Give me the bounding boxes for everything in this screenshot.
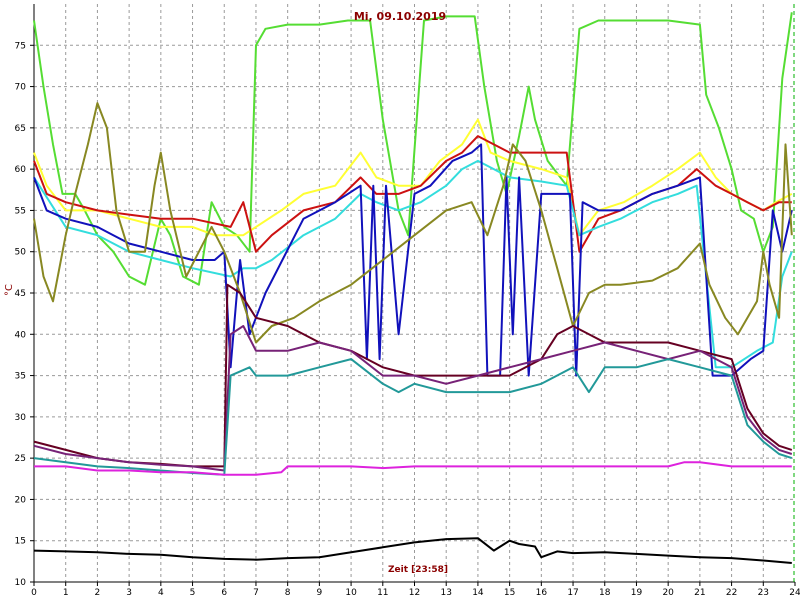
series-line-1 [33, 12, 793, 286]
x-tick-label: 10 [345, 588, 357, 598]
y-axis-label: °C [4, 284, 15, 296]
x-tick-label: 11 [377, 588, 388, 598]
y-tick-label: 25 [15, 454, 26, 464]
x-tick-label: 15 [504, 588, 515, 598]
axes [30, 4, 796, 586]
grid-lines [34, 4, 795, 583]
y-tick-label: 20 [15, 495, 27, 505]
x-tick-label: 20 [662, 588, 674, 598]
y-tick-label: 50 [15, 248, 27, 258]
x-tick-label: 1 [63, 588, 69, 598]
x-tick-label: 3 [126, 588, 132, 598]
series-line-6 [33, 102, 793, 344]
x-tick-label: 13 [440, 588, 451, 598]
series-line-11 [33, 537, 792, 564]
x-axis-label: Zeit [23:58] [388, 565, 448, 575]
x-tick-label: 17 [567, 588, 578, 598]
y-tick-label: 70 [15, 83, 27, 93]
x-tick-label: 19 [631, 588, 643, 598]
x-tick-label: 16 [536, 588, 548, 598]
y-tick-label: 15 [15, 537, 26, 547]
y-tick-label: 75 [15, 41, 26, 51]
series-line-8 [33, 325, 793, 472]
y-tick-label: 30 [15, 413, 27, 423]
series-lines [33, 12, 793, 564]
x-tick-label: 22 [726, 588, 737, 598]
y-tick-labels: 10 15 20 25 30 35 40 45 50 55 60 65 70 75 [15, 41, 27, 588]
y-tick-label: 40 [15, 330, 27, 340]
series-line-3 [33, 135, 792, 253]
x-tick-label: 9 [317, 588, 323, 598]
x-tick-labels: 0 1 2 3 4 5 6 7 8 9 10 11 12 13 14 15 16 17 18 19 20 21 22 23 24 [31, 588, 800, 598]
series-line-10 [34, 461, 792, 476]
x-tick-label: 2 [95, 588, 101, 598]
x-tick-label: 0 [31, 588, 37, 598]
x-tick-label: 21 [694, 588, 705, 598]
series-line-5 [33, 143, 793, 377]
y-tick-label: 55 [15, 206, 26, 216]
x-tick-label: 24 [789, 588, 800, 598]
chart-title: Mi, 09.10.2019 [354, 10, 446, 23]
y-tick-label: 45 [15, 289, 26, 299]
y-tick-label: 35 [15, 372, 26, 382]
x-tick-label: 8 [285, 588, 291, 598]
series-line-2 [33, 118, 793, 237]
y-tick-label: 60 [15, 165, 27, 175]
y-tick-label: 10 [15, 578, 27, 588]
x-tick-label: 4 [158, 588, 164, 598]
y-tick-label: 65 [15, 124, 26, 134]
x-tick-label: 18 [599, 588, 611, 598]
x-tick-label: 7 [253, 588, 259, 598]
x-tick-label: 14 [472, 588, 484, 598]
x-tick-label: 23 [758, 588, 769, 598]
x-tick-label: 6 [221, 588, 227, 598]
x-tick-label: 5 [190, 588, 196, 598]
x-tick-label: 12 [409, 588, 420, 598]
series-line-4 [33, 159, 793, 369]
